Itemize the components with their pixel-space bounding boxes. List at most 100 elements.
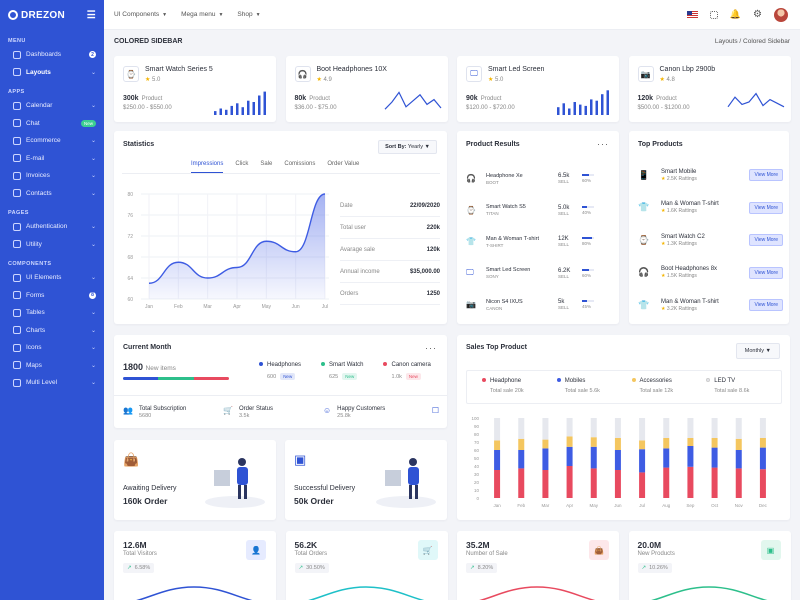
us-flag-icon[interactable] [686,11,698,18]
sidebar-item-label: Utility [26,240,42,248]
tab-comissions[interactable]: Comissions [284,161,316,167]
product-result-brand: CANON [486,305,503,311]
breadcrumb[interactable]: Layouts / Colored Sidebar [714,38,790,45]
sidebar-item-ui-elements[interactable]: UI Elements ⌄ [0,269,104,287]
kpi-change: ↗ 8.20% [466,563,498,573]
view-more-button[interactable]: View More [749,201,783,214]
y-tick-label: 64 [127,276,133,282]
top-product-name: Boot Headphones 8x [661,266,718,273]
product-result-percent: 45% [582,304,592,310]
chevron-down-icon: ▼ [255,12,261,18]
top-product-text: Smart Mobile ★ 2.5K Rattings [661,169,749,182]
progress-segment [193,377,229,380]
top-menu-label: Mega menu [181,11,216,18]
bar-segment-headphone [518,468,525,498]
count-value: 300k [123,95,139,102]
sidebar-item-contacts[interactable]: Contacts ⌄ [0,185,104,203]
kpi-label: Total Orders [294,551,328,557]
product-result-row[interactable]: 🖵 Smart Led Screen SONY 6.2K SELL 60% [466,258,612,290]
sidebar-item-e-mail[interactable]: E-mail ⌄ [0,150,104,168]
sidebar-item-utility[interactable]: Utility ⌄ [0,236,104,254]
bar-segment-led-tv [663,418,670,438]
product-result-row[interactable]: 📷 Nicon S4 IXUS CANON 5k SELL 45% [466,289,612,321]
hamburger-icon[interactable]: ☰ [86,9,96,21]
sidebar-item-label: Icons [26,344,42,352]
product-result-row[interactable]: ⌚ Smart Watch S5 TITAN 5.0k SELL 40% [466,195,612,227]
gear-icon[interactable]: ⚙ [753,9,762,20]
sidebar-item-multi-level[interactable]: Multi Level ⌄ [0,374,104,392]
top-menu-shop[interactable]: Shop ▼ [237,11,260,18]
sidebar-item-authentication[interactable]: Authentication ⌄ [0,218,104,236]
headphone-icon: 🎧 [294,66,311,82]
illustration-box [385,470,401,486]
top-product-row: ⌚ Smart Watch C2 ★ 1.3K Rattings View More [638,224,783,257]
sort-value: Yearly [407,144,424,150]
tab-click[interactable]: Click [235,161,249,167]
bar-segment-accessories [711,438,718,448]
sparkline-bar [584,105,587,115]
box-icon: ▣ [294,452,307,467]
current-month-legend: Headphones 600 New Smart Watch 625 New Canon c… [259,362,431,380]
more-options-icon[interactable]: ··· [597,139,609,149]
sidebar-item-layouts[interactable]: Layouts ⌄ [0,64,104,82]
sales-legend-sub: Total sale 8.6k [714,388,750,394]
top-product-ratings: ★ 1.6K Rattings [661,208,749,214]
sidebar-item-tables[interactable]: Tables ⌄ [0,304,104,322]
illustration-leg [409,485,412,499]
view-more-button[interactable]: View More [749,299,783,312]
bar-segment-led-tv [759,418,766,438]
x-tick-label: Dec [759,503,768,508]
product-result-row[interactable]: 👕 Man & Woman T-shirt T-SHIRT 12K SELL 80% [466,226,612,258]
y-tick-label: 76 [127,213,133,219]
view-more-button[interactable]: View More [749,266,783,279]
kpi-change-value: 10.26% [649,565,668,571]
progress-track [582,174,594,177]
sidebar-item-maps[interactable]: Maps ⌄ [0,357,104,375]
view-more-button[interactable]: View More [749,169,783,182]
monthly-select[interactable]: Monthly ▼ [735,343,780,359]
chevron-down-icon: ⌄ [90,310,96,317]
brand[interactable]: DREZON ☰ [0,0,104,30]
top-product-ratings: ★ 2.5K Rattings [661,176,749,182]
cart-icon[interactable]: 🛒 [417,540,438,560]
tab-impressions[interactable]: Impressions [191,161,224,173]
sidebar-item-forms[interactable]: Forms 8 [0,287,104,305]
avatar[interactable] [774,7,788,22]
box-icon[interactable]: ▣ [760,540,781,560]
sparkline-bar [214,111,217,115]
sparkline-bar [258,95,261,115]
tab-sale[interactable]: Sale [260,161,273,167]
kpi-change: ↗ 30.50% [294,563,329,573]
top-menu-mega-menu[interactable]: Mega menu ▼ [181,11,223,18]
top-menu-ui-components[interactable]: UI Components ▼ [114,11,167,18]
apps-grid-icon[interactable] [709,10,718,19]
top-menu: UI Components ▼ Mega menu ▼ Shop ▼ [104,11,261,18]
illustration-leg [244,485,247,499]
progress-fill [582,174,590,177]
sidebar-item-charts[interactable]: Charts ⌄ [0,322,104,340]
archive-icon[interactable]: ☐ [431,406,439,415]
sidebar-item-invoices[interactable]: Invoices ⌄ [0,167,104,185]
kpi-card: 35.2M Number of Sale 👜 ↗ 8.20% [457,531,619,600]
bell-icon[interactable]: 🔔 [729,9,742,19]
view-more-button[interactable]: View More [749,234,783,247]
sort-select[interactable]: Sort By: Yearly ▼ [378,140,437,154]
tab-order-value[interactable]: Order Value [327,161,360,167]
bag-icon[interactable]: 👜 [589,540,609,560]
user-icon[interactable]: 👤 [246,540,266,560]
sidebar-item-dashboards[interactable]: Dashboards 2 [0,46,104,64]
stat-label: Total Subscription [138,406,187,412]
sidebar-item-icons[interactable]: Icons ⌄ [0,339,104,357]
sort-label: Sort By: [385,144,407,150]
legend-value-row: 600 New [267,373,301,380]
sidebar-item-calendar[interactable]: Calendar ⌄ [0,97,104,115]
product-result-value: 5.0k [558,204,570,211]
sidebar-item-chat[interactable]: Chat New [0,115,104,133]
menu-item-icon [13,119,21,128]
product-rating: ★ 5.0 [488,76,503,83]
illustration-box [214,470,230,486]
product-result-row[interactable]: 🎧 Headphone Xe BOOT 6.5k SELL 60% [466,163,612,195]
sidebar-item-ecommerce[interactable]: Ecommerce ⌄ [0,132,104,150]
more-options-icon[interactable]: ··· [425,343,437,353]
sparkline-bar [263,91,266,115]
